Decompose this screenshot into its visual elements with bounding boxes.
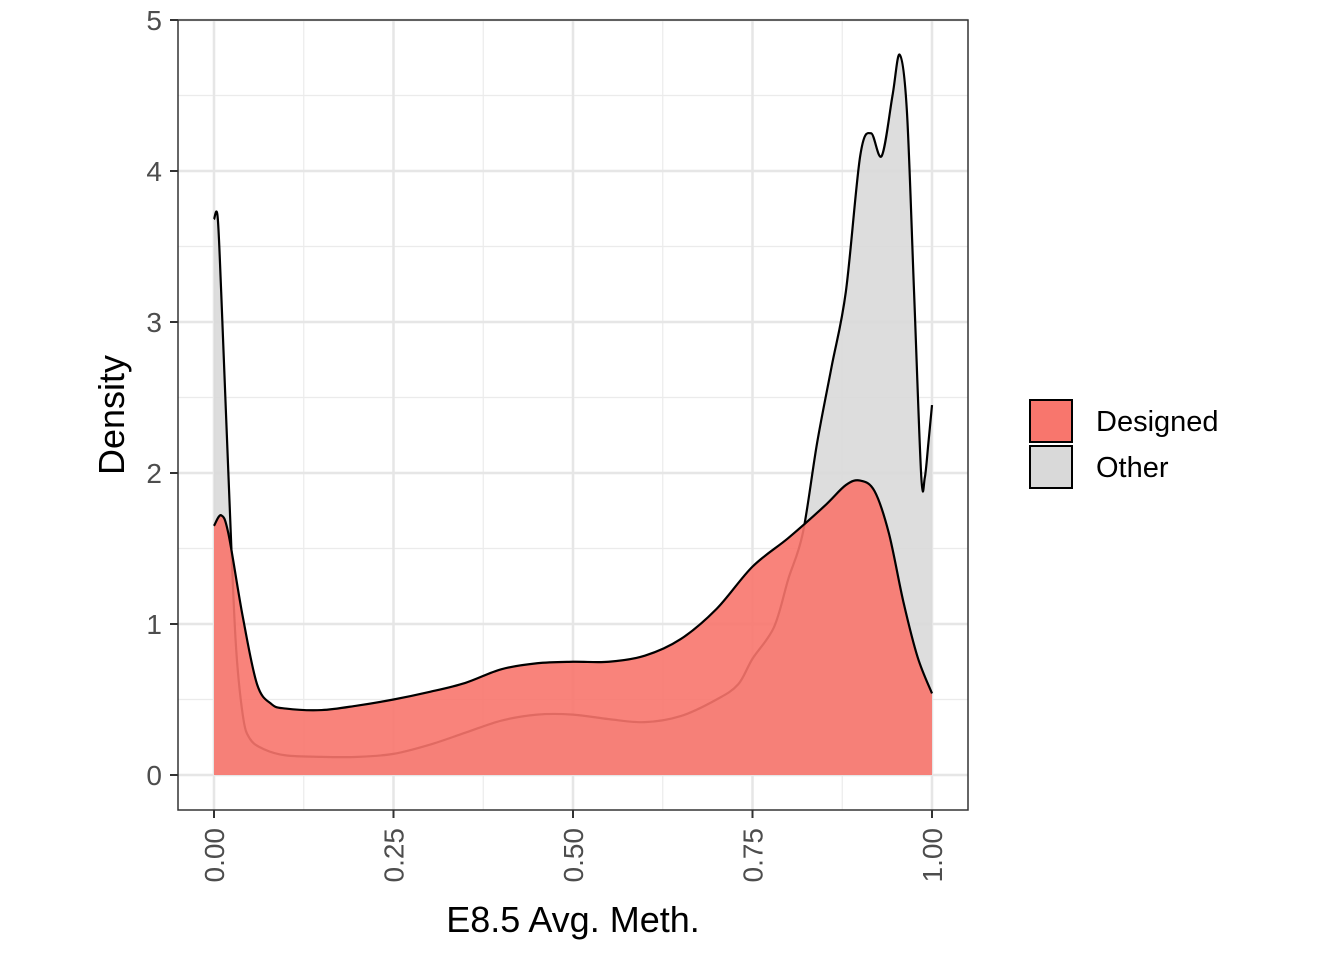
x-tick-label: 0.25: [379, 828, 410, 883]
x-tick-label: 0.75: [738, 828, 769, 883]
density-line-designed: [213, 479, 934, 712]
legend: Designed Other: [1029, 399, 1219, 489]
y-tick-label: 5: [146, 5, 162, 36]
x-tick-label: 0.00: [199, 828, 230, 883]
x-axis: 0.00 0.25 0.50 0.75 1.00: [199, 810, 948, 883]
y-tick-label: 2: [146, 458, 162, 489]
x-tick-label: 0.50: [558, 828, 589, 883]
x-tick-label: 1.00: [917, 828, 948, 883]
y-tick-label: 4: [146, 156, 162, 187]
legend-label-designed: Designed: [1096, 406, 1219, 438]
y-axis: 0 1 2 3 4 5: [146, 5, 178, 791]
y-tick-label: 1: [146, 609, 162, 640]
y-tick-label: 0: [146, 760, 162, 791]
legend-key-other: [1029, 445, 1073, 489]
legend-key-designed: [1029, 399, 1073, 443]
y-axis-title: Density: [91, 355, 132, 475]
legend-label-other: Other: [1096, 452, 1169, 484]
density-areas: [212, 53, 934, 775]
density-area-designed: [214, 480, 932, 775]
x-axis-title: E8.5 Avg. Meth.: [446, 899, 700, 940]
y-tick-label: 3: [146, 307, 162, 338]
